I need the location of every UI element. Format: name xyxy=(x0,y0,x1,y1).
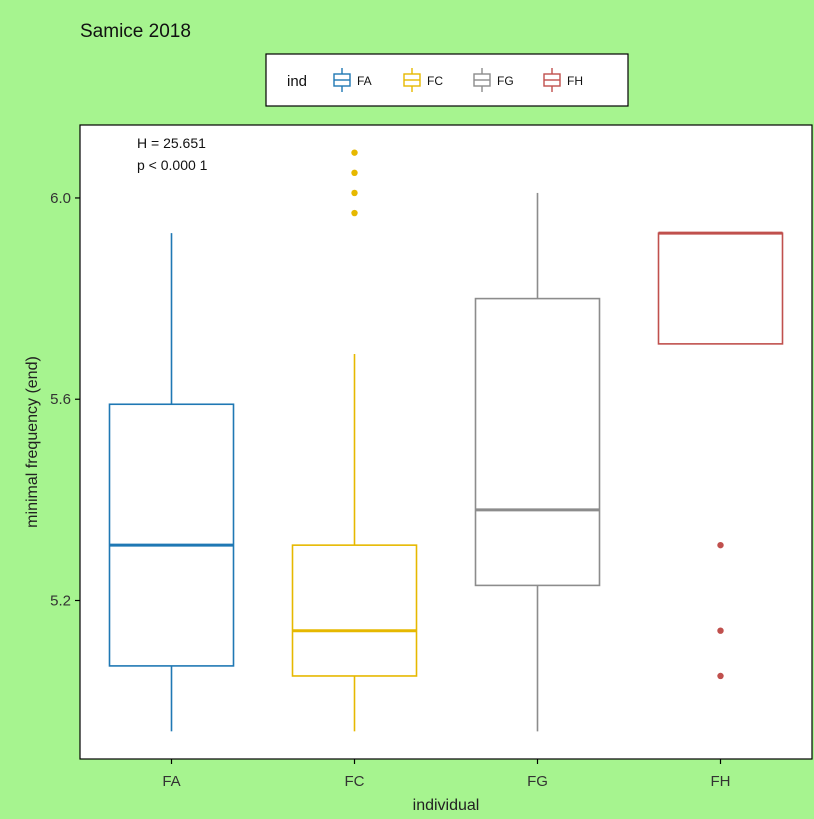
x-tick-label: FH xyxy=(711,773,731,790)
annotation-line-1: H = 25.651 xyxy=(137,135,206,151)
outlier-point xyxy=(717,627,724,634)
legend-label: FH xyxy=(567,74,583,88)
x-tick-label: FA xyxy=(162,773,180,790)
legend-label: FG xyxy=(497,74,514,88)
legend-label: FA xyxy=(357,74,372,88)
box-fc xyxy=(291,149,418,732)
x-tick-label: FG xyxy=(527,773,548,790)
legend-title: ind xyxy=(287,73,307,90)
y-tick-label: 6.0 xyxy=(50,190,71,207)
legend-label: FC xyxy=(427,74,443,88)
outlier-point xyxy=(351,149,358,156)
outlier-point xyxy=(351,209,358,217)
legend-frame xyxy=(265,53,629,107)
outlier-point xyxy=(717,541,724,549)
legend-item-fg: FG xyxy=(473,68,514,92)
box-fa xyxy=(108,233,235,732)
legend-item-fa: FA xyxy=(333,68,372,92)
chart-title: Samice 2018 xyxy=(80,21,191,42)
box-iqr xyxy=(657,232,784,345)
y-axis-title: minimal frequency (end) xyxy=(24,356,41,528)
legend: ind FA FC FG FH xyxy=(265,53,629,107)
box-iqr xyxy=(108,403,235,667)
box-fg xyxy=(474,192,601,732)
stat-annotation: H = 25.651 p < 0.000 1 xyxy=(137,135,208,173)
outlier-point xyxy=(351,169,358,177)
box-fh xyxy=(657,231,784,680)
y-tick-label: 5.6 xyxy=(50,391,71,408)
box-iqr xyxy=(291,544,418,677)
box-iqr xyxy=(474,297,601,587)
x-tick-label: FC xyxy=(345,773,365,790)
y-tick-label: 5.2 xyxy=(50,593,71,610)
annotation-line-2: p < 0.000 1 xyxy=(137,157,208,173)
legend-item-fc: FC xyxy=(403,68,443,92)
x-axis-title: individual xyxy=(413,797,480,814)
outlier-point xyxy=(717,672,724,680)
legend-item-fh: FH xyxy=(543,68,583,92)
outlier-point xyxy=(351,189,358,197)
